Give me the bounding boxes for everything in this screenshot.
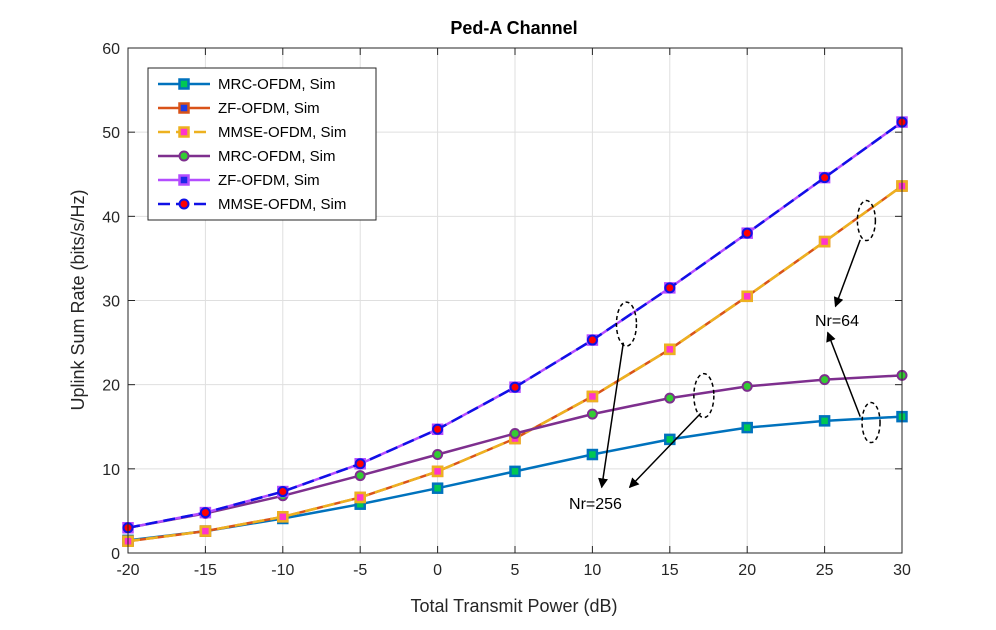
annotation-ellipse xyxy=(693,372,715,419)
data-point xyxy=(431,465,444,478)
legend-label: MRC-OFDM, Sim xyxy=(218,148,335,165)
legend-swatch-marker xyxy=(178,102,190,114)
annotation-arrow xyxy=(628,412,702,489)
x-tick-label: -10 xyxy=(271,562,294,579)
annotation-arrow xyxy=(826,331,861,417)
data-point xyxy=(664,392,676,404)
legend-swatch-marker xyxy=(178,174,190,186)
data-point xyxy=(818,415,831,427)
data-point xyxy=(586,390,599,403)
y-tick-label: 30 xyxy=(102,294,120,311)
data-point xyxy=(509,427,521,439)
annotation-arrow xyxy=(833,239,861,308)
y-tick-label: 40 xyxy=(102,209,120,226)
data-point xyxy=(509,465,521,478)
y-tick-label: 60 xyxy=(102,41,120,58)
legend-entry-5: ZF-OFDM, Sim xyxy=(158,172,320,189)
series-6 xyxy=(122,116,908,534)
legend-swatch-marker xyxy=(178,150,190,162)
y-tick-label: 50 xyxy=(102,125,120,142)
legend: MRC-OFDM, Sim ZF-OFDM, Sim MMSE-OFDM, Sim M… xyxy=(147,67,377,221)
data-point xyxy=(586,408,598,420)
data-point xyxy=(431,482,444,494)
x-axis-label: Total Transmit Power (dB) xyxy=(410,596,617,616)
legend-entry-6: MMSE-OFDM, Sim xyxy=(158,196,346,213)
y-tick-label: 10 xyxy=(102,462,120,479)
data-point xyxy=(741,227,753,239)
data-point xyxy=(199,507,211,519)
legend-label: MMSE-OFDM, Sim xyxy=(218,124,346,141)
y-axis-label: Uplink Sum Rate (bits/s/Hz) xyxy=(68,189,88,410)
data-point xyxy=(354,470,366,482)
data-point xyxy=(509,381,521,393)
data-point xyxy=(741,290,753,303)
x-tick-label: 25 xyxy=(816,562,834,579)
axes: -20 -15 -10 -5 0 5 10 15 20 25 30 0 10 20 30 40 50 60 xyxy=(102,41,911,579)
y-tick-label: 0 xyxy=(111,546,120,563)
data-point xyxy=(277,511,289,523)
data-point xyxy=(664,343,676,356)
legend-entry-3: MMSE-OFDM, Sim xyxy=(158,124,346,141)
data-point xyxy=(741,380,753,392)
data-point xyxy=(199,525,212,537)
legend-box xyxy=(147,67,377,221)
data-point xyxy=(664,433,676,446)
data-point xyxy=(354,491,366,504)
annotation-label: Nr=64 xyxy=(815,313,859,330)
x-tick-label: -15 xyxy=(194,562,217,579)
chart-title: Ped-A Channel xyxy=(450,18,577,38)
x-tick-label: 0 xyxy=(433,562,442,579)
annotation-arrow xyxy=(598,342,625,489)
annotation-ellipse xyxy=(615,301,638,347)
x-tick-label: -20 xyxy=(116,562,139,579)
legend-swatch-marker xyxy=(178,198,190,210)
x-tick-label: -5 xyxy=(353,562,367,579)
x-tick-label: 30 xyxy=(893,562,911,579)
x-tick-label: 5 xyxy=(511,562,520,579)
data-point xyxy=(819,374,831,386)
data-point xyxy=(354,458,366,470)
data-point xyxy=(432,449,444,461)
legend-label: MRC-OFDM, Sim xyxy=(218,76,335,93)
legend-label: ZF-OFDM, Sim xyxy=(218,100,320,117)
data-point xyxy=(741,421,753,434)
data-point xyxy=(432,423,444,435)
data-point xyxy=(277,486,289,498)
annotations: Nr=256 Nr=64 xyxy=(569,199,881,513)
data-point xyxy=(586,334,598,346)
x-tick-label: 15 xyxy=(661,562,679,579)
data-point xyxy=(818,235,831,248)
legend-label: MMSE-OFDM, Sim xyxy=(218,196,346,213)
legend-entry-4: MRC-OFDM, Sim xyxy=(158,148,335,165)
legend-label: ZF-OFDM, Sim xyxy=(218,172,320,189)
series-layer xyxy=(122,116,908,547)
annotation-label: Nr=256 xyxy=(569,496,622,513)
x-tick-label: 20 xyxy=(738,562,756,579)
y-tick-label: 20 xyxy=(102,378,120,395)
legend-entry-2: ZF-OFDM, Sim xyxy=(158,100,320,117)
data-point xyxy=(664,282,676,294)
annotation-ellipse xyxy=(861,401,881,444)
data-point xyxy=(819,172,831,184)
data-point xyxy=(586,448,599,461)
annotation-ellipse xyxy=(856,199,877,242)
legend-entry-1: MRC-OFDM, Sim xyxy=(158,76,335,93)
legend-swatch-marker xyxy=(178,78,190,90)
legend-swatch-marker xyxy=(178,126,190,138)
x-tick-label: 10 xyxy=(584,562,602,579)
